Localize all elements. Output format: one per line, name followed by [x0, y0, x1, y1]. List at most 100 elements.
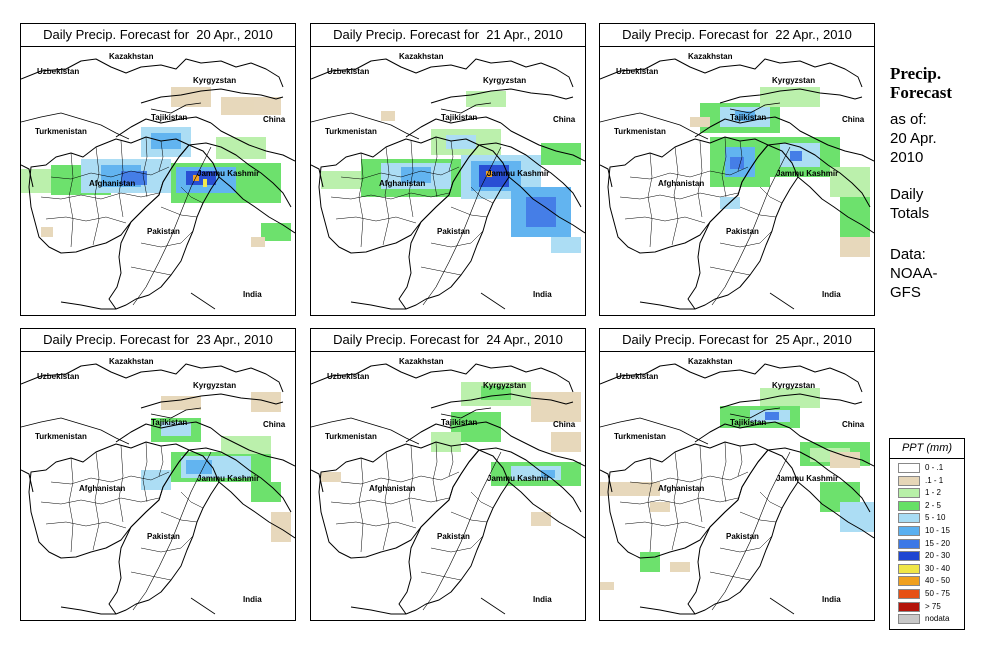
forecast-panel-day2: Daily Precip. Forecast for 21 Apr., 2010…	[310, 23, 586, 316]
label-tajikistan: Tajikistan	[730, 113, 767, 122]
forecast-panel-day4: Daily Precip. Forecast for 23 Apr., 2010…	[20, 328, 296, 621]
label-pakistan: Pakistan	[147, 227, 180, 236]
precip-overlay	[21, 87, 291, 247]
label-pakistan: Pakistan	[437, 532, 470, 541]
label-pakistan: Pakistan	[147, 532, 180, 541]
forecast-panel-day5: Daily Precip. Forecast for 24 Apr., 2010…	[310, 328, 586, 621]
label-uzbekistan: Uzbekistan	[616, 67, 659, 76]
label-india: India	[243, 290, 262, 299]
sidebar-asof-line2: 20 Apr.	[890, 130, 937, 147]
legend-swatch	[898, 500, 920, 511]
sidebar-data-source: Data: NOAA- GFS	[890, 245, 938, 302]
label-uzbekistan: Uzbekistan	[37, 67, 80, 76]
label-turkmenistan: Turkmenistan	[614, 432, 666, 441]
legend-divider	[890, 458, 964, 459]
legend-label: 1 - 2	[925, 488, 942, 498]
legend-swatch	[898, 551, 920, 562]
panel-title: Daily Precip. Forecast for 25 Apr., 2010	[600, 329, 874, 352]
label-india: India	[533, 290, 552, 299]
legend-label: 40 - 50	[925, 576, 950, 586]
legend-swatch	[898, 601, 920, 612]
label-uzbekistan: Uzbekistan	[37, 372, 80, 381]
legend-title: PPT (mm)	[901, 442, 953, 454]
legend-swatch	[898, 475, 920, 486]
sidebar-data-line2: NOAA-	[890, 265, 938, 282]
sidebar-asof-line1: as of:	[890, 111, 927, 128]
label-china: China	[842, 115, 865, 124]
legend-label: 20 - 30	[925, 551, 950, 561]
label-kazakhstan: Kazakhstan	[399, 52, 444, 61]
sidebar-totals-line2: Totals	[890, 205, 930, 222]
legend-swatch	[898, 463, 920, 473]
legend-label: 15 - 20	[925, 538, 950, 548]
label-china: China	[263, 420, 286, 429]
label-kyrgyzstan: Kyrgyzstan	[772, 76, 816, 85]
sidebar-title-line1: Precip.	[890, 64, 942, 83]
label-tajikistan: Tajikistan	[441, 113, 478, 122]
label-tajikistan: Tajikistan	[441, 418, 478, 427]
label-pakistan: Pakistan	[726, 227, 759, 236]
label-jammu-kashmir: Jammu Kashmir	[197, 169, 260, 178]
panel-title: Daily Precip. Forecast for 21 Apr., 2010	[311, 24, 585, 47]
label-jammu-kashmir: Jammu Kashmir	[487, 474, 550, 483]
label-turkmenistan: Turkmenistan	[35, 432, 87, 441]
sidebar-title-line2: Forecast	[890, 83, 952, 102]
legend-swatch	[898, 589, 920, 599]
label-china: China	[553, 420, 576, 429]
label-jammu-kashmir: Jammu Kashmir	[776, 474, 839, 483]
precip-overlay	[321, 91, 581, 253]
legend-swatch	[898, 488, 920, 499]
label-kazakhstan: Kazakhstan	[109, 52, 154, 61]
sidebar-asof-line3: 2010	[890, 149, 924, 166]
label-afghanistan: Afghanistan	[658, 179, 705, 188]
legend-label: 2 - 5	[925, 500, 942, 510]
label-india: India	[243, 595, 262, 604]
label-kazakhstan: Kazakhstan	[688, 357, 733, 366]
legend-swatch	[898, 513, 920, 524]
forecast-map	[600, 363, 874, 615]
legend-swatch	[898, 538, 920, 549]
precip-overlay	[141, 392, 291, 542]
label-uzbekistan: Uzbekistan	[327, 67, 370, 76]
legend-label: 30 - 40	[925, 563, 950, 573]
forecast-map	[21, 363, 295, 615]
forecast-panel-day1: Daily Precip. Forecast for 20 Apr., 2010…	[20, 23, 296, 316]
label-afghanistan: Afghanistan	[89, 179, 136, 188]
forecast-map	[600, 58, 874, 310]
label-turkmenistan: Turkmenistan	[35, 127, 87, 136]
label-pakistan: Pakistan	[726, 532, 759, 541]
legend-label: 0 - .1	[925, 463, 944, 472]
label-afghanistan: Afghanistan	[79, 484, 126, 493]
label-india: India	[822, 290, 841, 299]
label-india: India	[533, 595, 552, 604]
label-uzbekistan: Uzbekistan	[616, 372, 659, 381]
label-kyrgyzstan: Kyrgyzstan	[193, 381, 237, 390]
label-china: China	[263, 115, 286, 124]
legend-label: 50 - 75	[925, 589, 950, 598]
forecast-map	[311, 363, 585, 615]
label-kyrgyzstan: Kyrgyzstan	[483, 381, 527, 390]
legend-swatch	[898, 563, 920, 574]
sidebar-data-line1: Data:	[890, 246, 926, 263]
precip-overlay	[690, 87, 870, 257]
ppt-legend: PPT (mm) 0 - .1 .1 - 1 1 - 2 2 - 5 5 - 10 10 …	[889, 438, 965, 630]
label-pakistan: Pakistan	[437, 227, 470, 236]
label-kazakhstan: Kazakhstan	[688, 52, 733, 61]
legend-label: .1 - 1	[925, 475, 944, 485]
label-jammu-kashmir: Jammu Kashmir	[197, 474, 260, 483]
panel-title: Daily Precip. Forecast for 22 Apr., 2010	[600, 24, 874, 47]
forecast-panel-day3: Daily Precip. Forecast for 22 Apr., 2010…	[599, 23, 875, 316]
forecast-map	[21, 58, 295, 310]
label-china: China	[842, 420, 865, 429]
label-tajikistan: Tajikistan	[730, 418, 767, 427]
label-kyrgyzstan: Kyrgyzstan	[483, 76, 527, 85]
sidebar-asof: as of: 20 Apr. 2010	[890, 110, 937, 167]
label-turkmenistan: Turkmenistan	[325, 432, 377, 441]
panel-title: Daily Precip. Forecast for 20 Apr., 2010	[21, 24, 295, 47]
label-turkmenistan: Turkmenistan	[614, 127, 666, 136]
sidebar-totals: Daily Totals	[890, 185, 929, 223]
legend-label: 5 - 10	[925, 513, 946, 523]
panel-title: Daily Precip. Forecast for 23 Apr., 2010	[21, 329, 295, 352]
label-jammu-kashmir: Jammu Kashmir	[487, 169, 550, 178]
label-kyrgyzstan: Kyrgyzstan	[193, 76, 237, 85]
